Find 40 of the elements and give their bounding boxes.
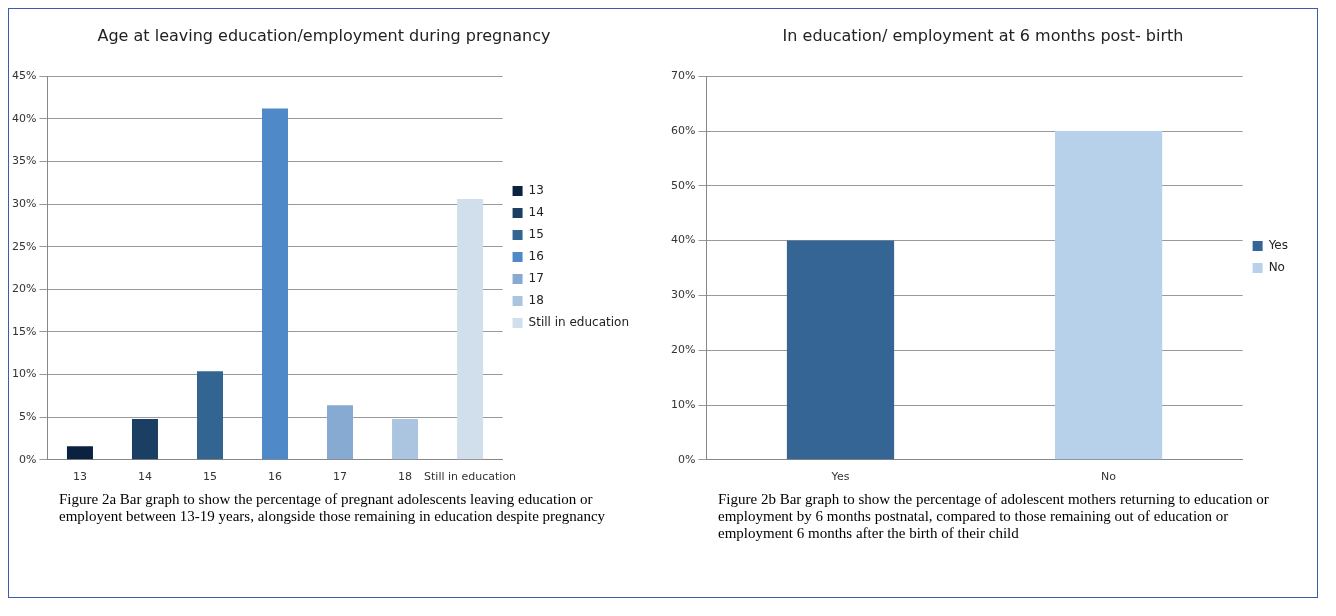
y-tick-label: 10% xyxy=(671,397,696,411)
x-tick-label: 15 xyxy=(202,470,217,484)
x-tick-label: No xyxy=(1101,470,1117,484)
y-tick-label: 5% xyxy=(19,410,37,424)
legend-label: No xyxy=(1268,260,1285,275)
chart-title: In education/ employment at 6 months post- birth xyxy=(782,25,1184,45)
legend-label: 14 xyxy=(528,205,544,220)
y-tick-label: 15% xyxy=(12,324,37,338)
legend-label: 13 xyxy=(528,183,544,198)
y-tick-label: 70% xyxy=(671,69,696,83)
y-tick-label: 45% xyxy=(12,69,37,83)
y-tick-label: 0% xyxy=(19,452,37,466)
y-tick-label: 35% xyxy=(12,154,37,168)
x-tick-label: 14 xyxy=(137,470,152,484)
y-tick-label: 50% xyxy=(671,178,696,192)
caption: Figure 2b Bar graph to show the percentage of adolescent mothers returning to education or employment by 6 months postnatal, compared to those remaining out of education or employment 6 months after the birth of their child xyxy=(718,491,1270,542)
x-tick-label: 16 xyxy=(268,470,283,484)
y-tick-label: 20% xyxy=(12,282,37,296)
x-tick-label: 13 xyxy=(72,470,87,484)
caption: Figure 2a Bar graph to show the percentage of pregnant adolescents leaving education or employent between 13-19 years, alongside those remaining in education despite pregnancy xyxy=(59,491,607,525)
y-tick-label: 30% xyxy=(12,196,37,210)
y-tick-label: 25% xyxy=(12,239,37,253)
y-tick-label: 10% xyxy=(12,367,37,381)
legend-label: Yes xyxy=(1267,238,1288,253)
y-tick-label: 0% xyxy=(678,452,696,466)
y-tick-label: 20% xyxy=(671,343,696,357)
x-tick-label: 18 xyxy=(398,470,413,484)
y-tick-label: 60% xyxy=(671,123,696,137)
legend-label: 18 xyxy=(528,293,544,308)
legend-label: Still in education xyxy=(528,315,629,330)
x-tick-label: 17 xyxy=(333,470,348,484)
legend-label: 15 xyxy=(528,227,544,242)
legend-label: 16 xyxy=(528,249,544,264)
x-tick-label: Still in education xyxy=(424,470,517,484)
y-tick-label: 40% xyxy=(12,111,37,125)
x-tick-label: Yes xyxy=(830,470,850,484)
chart-title: Age at leaving education/employment during pregnancy xyxy=(97,25,551,45)
legend-label: 17 xyxy=(528,271,544,286)
y-tick-label: 30% xyxy=(671,288,696,302)
y-tick-label: 40% xyxy=(671,233,696,247)
